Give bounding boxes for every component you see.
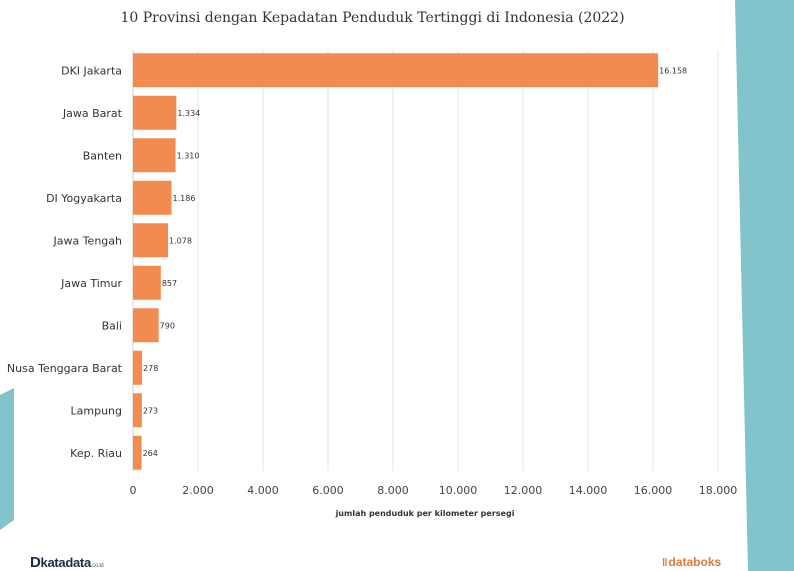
x-axis-label: jumlah penduduk per kilometer persegi	[335, 509, 515, 518]
katadata-logo-text: katadata	[40, 555, 92, 570]
value-label: 857	[162, 279, 177, 288]
value-label: 264	[143, 449, 158, 458]
bar[interactable]	[133, 95, 177, 130]
x-tick-label: 12.000	[504, 484, 543, 497]
bar[interactable]	[133, 180, 172, 215]
value-label: 273	[143, 406, 158, 415]
category-label: Bali	[102, 319, 122, 332]
category-label: Kep. Riau	[70, 447, 122, 460]
x-tick-label: 0	[130, 484, 137, 497]
x-tick-label: 18.000	[699, 484, 738, 497]
value-label: 278	[143, 364, 158, 373]
katadata-logo-mark: D	[30, 554, 41, 571]
category-label: Lampung	[71, 404, 123, 417]
bar[interactable]	[133, 53, 659, 88]
value-label: 790	[160, 321, 175, 330]
teal-stripe-right	[735, 0, 794, 571]
bar[interactable]	[133, 265, 161, 300]
bar[interactable]	[133, 138, 176, 173]
value-labels: 16.158 1.334 1.310 1.186 1.078 857 790 278 273 26…	[143, 66, 688, 458]
bar[interactable]	[133, 435, 142, 470]
category-label: Jawa Tengah	[52, 234, 122, 247]
chart-title: 10 Provinsi dengan Kepadatan Penduduk Te…	[120, 10, 625, 26]
bar[interactable]	[133, 308, 159, 343]
databoks-logo-mark: ‖	[662, 557, 668, 569]
x-tick-label: 4.000	[247, 484, 279, 497]
bar[interactable]	[133, 223, 169, 258]
category-label: Banten	[83, 149, 122, 162]
x-tick-label: 10.000	[439, 484, 478, 497]
category-label: Jawa Barat	[62, 107, 123, 120]
value-label: 16.158	[659, 66, 687, 75]
category-label: Jawa Timur	[60, 277, 122, 290]
databoks-logo[interactable]: ‖databoks	[662, 555, 721, 569]
category-label: DKI Jakarta	[61, 64, 122, 77]
x-tick-label: 16.000	[634, 484, 673, 497]
x-tick-label: 2.000	[182, 484, 214, 497]
x-tick-labels: 0 2.000 4.000 6.000 8.000 10.000 12.000 14.000 1…	[130, 484, 738, 497]
databoks-logo-text: databoks	[668, 555, 722, 569]
bar[interactable]	[133, 350, 143, 385]
x-tick-label: 8.000	[377, 484, 409, 497]
katadata-logo-suffix: .co.id	[90, 563, 104, 569]
x-tick-label: 14.000	[569, 484, 608, 497]
category-label: DI Yogyakarta	[46, 192, 122, 205]
bars	[133, 53, 659, 470]
value-label: 1.186	[173, 194, 196, 203]
value-label: 1.310	[177, 151, 200, 160]
value-label: 1.078	[169, 236, 192, 245]
category-label: Nusa Tenggara Barat	[7, 362, 123, 375]
x-tick-label: 6.000	[312, 484, 344, 497]
value-label: 1.334	[177, 109, 200, 118]
katadata-logo[interactable]: Dkatadata.co.id	[30, 554, 104, 571]
category-labels: DKI Jakarta Jawa Barat Banten DI Yogyakarta…	[7, 64, 123, 460]
teal-stripe-left	[0, 388, 14, 530]
bar[interactable]	[133, 393, 142, 428]
gridlines	[132, 50, 719, 471]
